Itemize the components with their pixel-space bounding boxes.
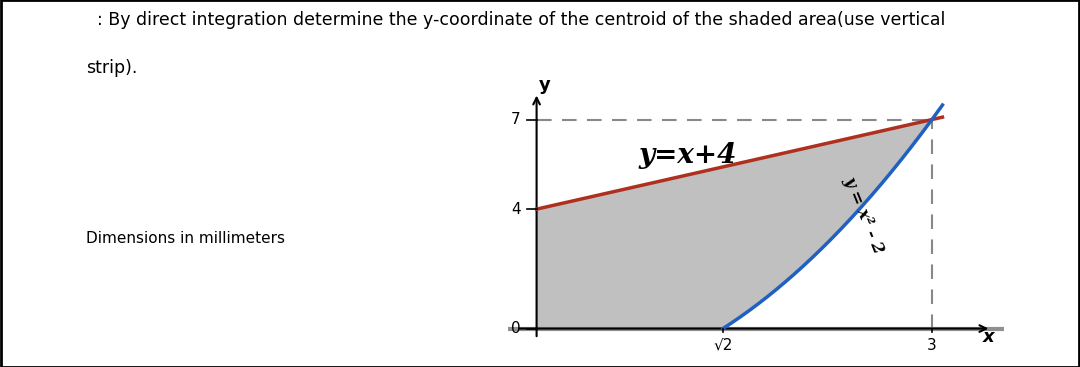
Text: 4: 4 [511,201,521,217]
Text: : By direct integration determine the y-coordinate of the centroid of the shaded: : By direct integration determine the y-… [86,11,946,29]
Text: y: y [539,76,551,94]
Text: √2: √2 [713,338,732,353]
Text: y = x² - 2: y = x² - 2 [840,174,887,257]
Text: 0: 0 [511,321,521,336]
Text: strip).: strip). [86,59,138,77]
Text: x: x [983,328,995,346]
Text: Dimensions in millimeters: Dimensions in millimeters [86,231,285,246]
Text: 7: 7 [511,112,521,127]
Polygon shape [537,120,932,328]
Text: 3: 3 [927,338,936,353]
Text: y=x+4: y=x+4 [639,142,738,169]
